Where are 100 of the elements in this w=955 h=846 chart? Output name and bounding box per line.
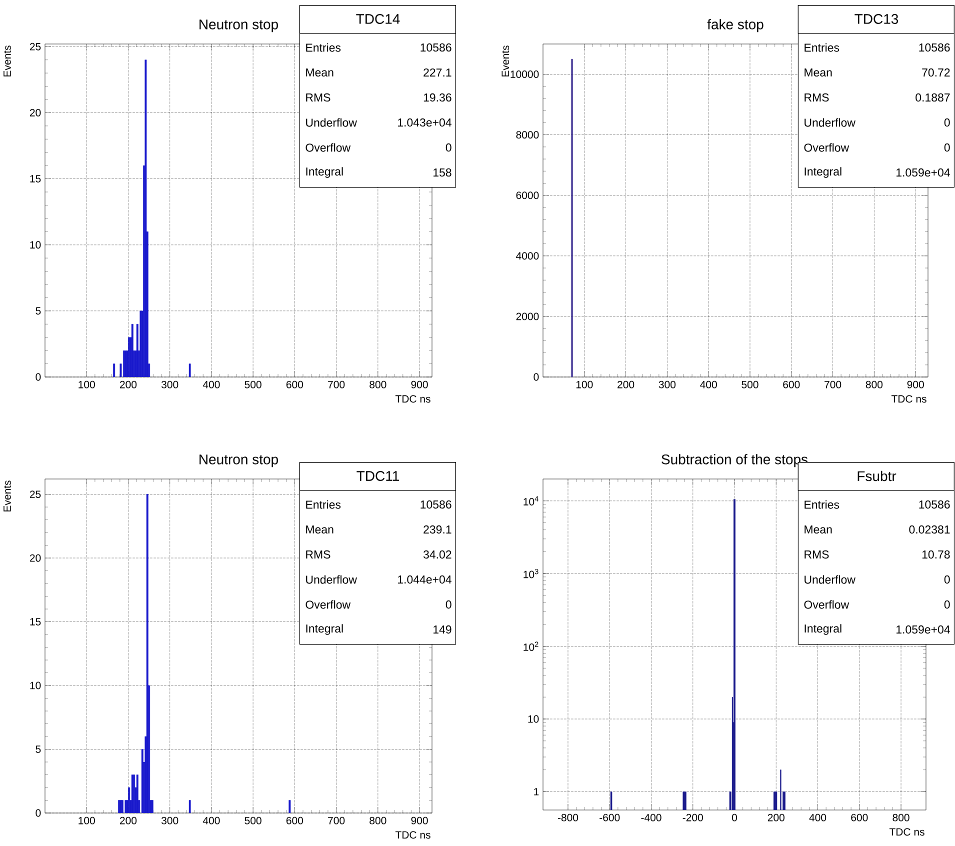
annotation: 0.1887: [916, 93, 950, 102]
x-tick-label: 0: [732, 814, 738, 822]
y-tick-label: 0: [36, 373, 41, 381]
y-tick-label: 0: [534, 373, 539, 381]
x-tick-label: 600: [851, 814, 868, 822]
x-tick-label: 800: [370, 816, 386, 824]
annotation: Mean: [804, 68, 832, 76]
annotation: RMS: [306, 550, 330, 559]
y-tick-label: 5: [36, 307, 41, 315]
text: 0: [944, 600, 950, 609]
x-tick-label: 700: [824, 380, 842, 388]
y-tick-label: 1: [534, 788, 539, 796]
annotation: 10.78: [922, 550, 950, 559]
x-tick-label: 100: [78, 380, 95, 388]
annotation: Overflow: [804, 143, 850, 152]
y-tick-label: 10: [528, 715, 539, 723]
annotation: 10586: [420, 43, 452, 52]
x-tick-label: 700: [328, 380, 345, 388]
y-tick-label: 20: [30, 108, 41, 116]
annotation: 10586: [420, 500, 452, 509]
x-tick-label: 300: [161, 816, 178, 824]
x-tick-label: 800: [370, 380, 386, 388]
annotation: 10586: [919, 500, 950, 509]
text: TDC13: [854, 14, 898, 24]
y-tick-label: 10000: [510, 70, 539, 78]
y-axis-title: Events: [4, 480, 11, 512]
annotation: 1.059e+04: [896, 625, 950, 634]
text: 149: [434, 625, 452, 634]
x-tick-label: -400: [641, 814, 662, 822]
x-axis-title: TDC ns: [395, 831, 430, 839]
y-tick-label: 10: [30, 241, 41, 249]
x-tick-label: 200: [120, 816, 137, 824]
y-tick-label: 10$^{2}$: [524, 642, 538, 651]
annotation: Entries: [306, 43, 341, 52]
y-tick-label: 6000: [516, 192, 539, 200]
x-tick-label: 400: [809, 814, 826, 822]
x-tick-label: -800: [558, 814, 578, 822]
y-tick-label: 2000: [516, 312, 539, 320]
annotation: Mean: [306, 525, 334, 534]
x-axis-title: TDC ns: [889, 828, 924, 836]
y-tick-label: 8000: [516, 131, 539, 139]
x-tick-label: 100: [576, 380, 593, 388]
x-tick-label: 300: [658, 380, 676, 388]
y-axis-title: Events: [502, 46, 510, 76]
x-tick-label: 900: [411, 816, 428, 824]
annotation: 1.044e+04: [398, 575, 452, 584]
x-tick-label: 600: [783, 380, 800, 388]
text: 0: [944, 143, 950, 152]
x-tick-label: 800: [892, 814, 910, 822]
annotation: 239.1: [424, 525, 452, 534]
x-tick-label: 500: [244, 380, 262, 388]
x-tick-label: 200: [120, 380, 137, 388]
annotation: Mean: [306, 68, 334, 76]
text: TDC14: [356, 14, 400, 24]
annotation: Entries: [804, 500, 840, 509]
annotation: RMS: [306, 93, 330, 102]
x-axis-title: TDC ns: [395, 395, 430, 403]
x-tick-label: 400: [202, 816, 220, 824]
x-tick-label: -200: [682, 814, 703, 822]
annotation: 227.1: [424, 68, 452, 77]
x-tick-label: 500: [742, 380, 758, 388]
annotation: Underflow: [306, 118, 357, 127]
text: 0: [944, 118, 950, 127]
x-tick-label: 500: [244, 816, 262, 824]
annotation: Overflow: [306, 143, 351, 152]
annotation: RMS: [804, 93, 829, 102]
annotation: Integral: [804, 624, 842, 635]
text: 158: [434, 168, 452, 177]
x-tick-label: 700: [328, 816, 345, 824]
y-tick-label: 20: [30, 554, 41, 562]
text: 0: [446, 600, 452, 609]
x-tick-label: -600: [600, 814, 620, 822]
annotation: Underflow: [306, 575, 357, 584]
annotation: Mean: [804, 525, 832, 534]
annotation: Integral: [306, 167, 343, 178]
chart-title: Neutron stop: [200, 20, 278, 32]
annotation: Fsubtr: [858, 470, 896, 482]
y-tick-label: 4000: [516, 252, 539, 260]
annotation: Entries: [306, 500, 341, 509]
x-tick-label: 400: [202, 380, 220, 388]
y-tick-label: 25: [30, 42, 41, 50]
annotation: 10586: [919, 43, 950, 52]
annotation: 1.059e+04: [896, 168, 950, 177]
x-tick-label: 800: [866, 380, 883, 388]
y-tick-label: 25: [30, 490, 41, 498]
annotation: 0.02381: [909, 525, 950, 534]
annotation: RMS: [804, 550, 829, 559]
x-tick-label: 900: [907, 380, 924, 388]
y-tick-label: 10$^{4}$: [524, 496, 538, 506]
chart-title: fake stop: [707, 19, 764, 32]
y-tick-label: 10$^{3}$: [524, 568, 538, 578]
annotation: Integral: [306, 624, 343, 635]
y-tick-label: 5: [36, 746, 41, 753]
x-axis-title: TDC ns: [891, 395, 926, 403]
y-tick-label: 15: [30, 618, 41, 626]
annotation: Overflow: [804, 600, 850, 609]
text: 0: [446, 143, 452, 152]
annotation: Entries: [804, 43, 840, 52]
x-tick-label: 900: [411, 380, 428, 388]
x-tick-label: 200: [768, 814, 784, 822]
